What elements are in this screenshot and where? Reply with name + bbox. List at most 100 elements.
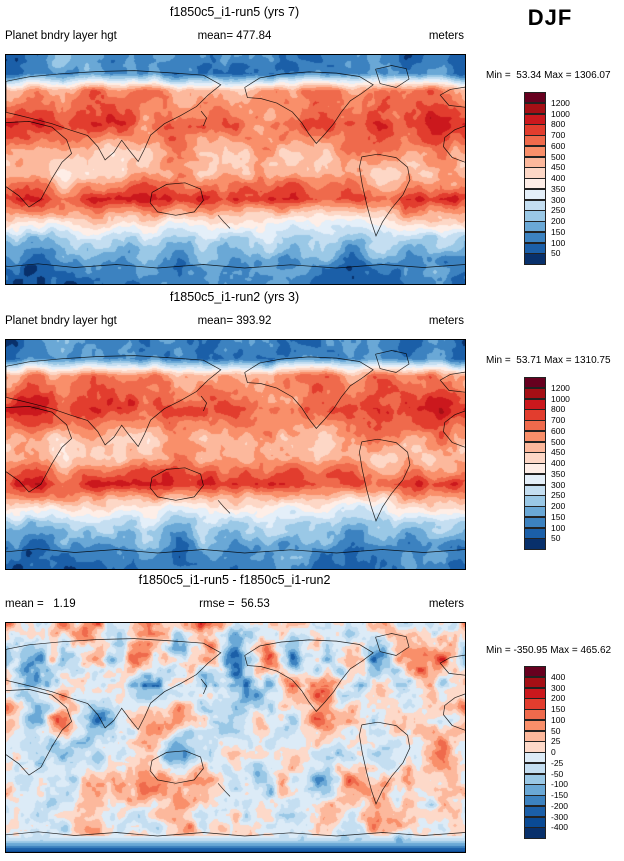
season-label: DJF: [527, 5, 573, 30]
colorbar-tick-label: -150: [551, 790, 569, 800]
colorbar-tick-label: 0: [551, 747, 556, 757]
colorbar-tick-label: -300: [551, 811, 569, 822]
panel-title: f1850c5_i1-run5 - f1850c5_i1-run2: [138, 573, 331, 587]
colorbar-tick-label: 300: [551, 682, 566, 693]
colorbar-segment: [524, 398, 546, 410]
colorbar-tick-label: 200: [551, 501, 566, 511]
minmax-stats: Min = -350.95 Max = 465.62: [486, 645, 612, 656]
colorbar-tick-label: 800: [551, 119, 566, 130]
colorbar-segment: [524, 210, 546, 222]
colorbar-segment: [524, 666, 546, 678]
panel-difference: f1850c5_i1-run5 - f1850c5_i1-run2 mean =…: [0, 568, 624, 861]
variable-label: Planet bndry layer hgt: [5, 315, 117, 327]
minmax-stats: Min = 53.34 Max = 1306.07: [486, 70, 611, 81]
colorbar-tick-label: -25: [551, 757, 564, 768]
colorbar-difference: 400 300 200 150 100 50 25 0 -25 -50 -100 -150 -200 -3…: [524, 666, 568, 839]
colorbar-segment: [524, 473, 546, 485]
colorbar-tick-label: 450: [551, 447, 566, 458]
colorbar-segment: [524, 409, 546, 421]
colorbar-segment: [524, 387, 546, 399]
panel-run2: f1850c5_i1-run2 (yrs 3) Planet bndry lay…: [0, 285, 624, 570]
colorbar-segment: [524, 156, 546, 168]
mean-label: mean = 1.19: [5, 598, 76, 610]
colorbar-tick-label: 50: [551, 725, 561, 736]
colorbar-tick-label: 450: [551, 162, 566, 173]
colorbar-segment: [524, 527, 546, 539]
mean-label: mean= 477.84: [197, 30, 272, 42]
colorbar-segment: [524, 452, 546, 464]
colorbar-tick-label: 200: [551, 693, 566, 704]
map-run5: [5, 54, 466, 285]
map-run5-canvas: [6, 55, 465, 284]
colorbar-segment: [524, 430, 546, 442]
colorbar-tick-label: 250: [551, 205, 566, 216]
colorbar-tick-label: -50: [551, 768, 564, 779]
colorbar-tick-label: 200: [551, 216, 566, 226]
colorbar-segment: [524, 538, 546, 550]
colorbar-tick-label: 1200: [551, 97, 570, 108]
rmse-label: rmse = 56.53: [199, 598, 270, 610]
colorbar-segment: [524, 816, 546, 828]
minmax-stats: Min = 53.71 Max = 1310.75: [486, 355, 611, 366]
mean-label: mean= 393.92: [197, 315, 272, 327]
colorbar-tick-label: 500: [551, 151, 566, 162]
colorbar-segment: [524, 698, 546, 710]
colorbar-segment: [524, 231, 546, 243]
units-label: meters: [428, 30, 464, 42]
colorbar-segment: [524, 827, 546, 839]
variable-label: Planet bndry layer hgt: [5, 30, 117, 42]
colorbar-segment: [524, 730, 546, 742]
colorbar-tick-label: 100: [551, 714, 566, 725]
colorbar-tick-label: 350: [551, 468, 566, 479]
colorbar-segment: [524, 253, 546, 265]
colorbar-tick-label: 350: [551, 183, 566, 194]
colorbar-segment: [524, 762, 546, 774]
colorbar-run5: 1200 1000 800 700 600 500 450 400 350 300 250 200 15…: [524, 92, 570, 265]
colorbar-segment: [524, 676, 546, 688]
colorbar-tick-label: 50: [551, 248, 561, 259]
colorbar-segment: [524, 199, 546, 211]
colorbar-tick-label: 300: [551, 479, 566, 490]
colorbar-segment: [524, 484, 546, 496]
colorbar-segment: [524, 135, 546, 147]
colorbar-tick-label: 1000: [551, 393, 570, 404]
colorbar-segment: [524, 687, 546, 699]
colorbar-segment: [524, 188, 546, 200]
colorbar-tick-label: 150: [551, 226, 566, 237]
colorbar-segment: [524, 102, 546, 114]
colorbar-tick-label: 100: [551, 237, 566, 248]
colorbar-tick-label: 700: [551, 130, 566, 140]
colorbar-segment: [524, 795, 546, 807]
colorbar-segment: [524, 516, 546, 528]
colorbar-tick-label: -100: [551, 779, 569, 790]
colorbar-segment: [524, 805, 546, 817]
panel-title: f1850c5_i1-run5 (yrs 7): [169, 5, 300, 19]
colorbar-tick-label: 400: [551, 671, 566, 682]
colorbar-tick-label: -400: [551, 822, 569, 833]
colorbar-segment: [524, 92, 546, 104]
colorbar-tick-label: 700: [551, 415, 566, 425]
colorbar-segment: [524, 709, 546, 721]
colorbar-tick-label: 150: [551, 511, 566, 522]
colorbar-tick-label: 400: [551, 173, 566, 183]
colorbar-tick-label: 600: [551, 140, 566, 151]
colorbar-segment: [524, 113, 546, 125]
colorbar-segment: [524, 441, 546, 453]
colorbar-segment: [524, 784, 546, 796]
units-label: meters: [428, 598, 464, 610]
colorbar-tick-label: 50: [551, 533, 561, 544]
colorbar-segment: [524, 178, 546, 190]
colorbar-tick-label: 150: [551, 704, 566, 714]
panel-run5: f1850c5_i1-run5 (yrs 7) Planet bndry lay…: [0, 0, 624, 285]
map-run2: [5, 339, 466, 570]
colorbar-tick-label: 600: [551, 425, 566, 436]
colorbar-segment: [524, 741, 546, 753]
colorbar-tick-label: 250: [551, 490, 566, 501]
colorbar-segment: [524, 124, 546, 136]
colorbar-tick-label: 100: [551, 522, 566, 533]
map-difference-canvas: [6, 623, 465, 852]
colorbar-segment: [524, 495, 546, 507]
colorbar-tick-label: 500: [551, 436, 566, 447]
colorbar-segment: [524, 773, 546, 785]
colorbar-tick-label: 1000: [551, 108, 570, 119]
